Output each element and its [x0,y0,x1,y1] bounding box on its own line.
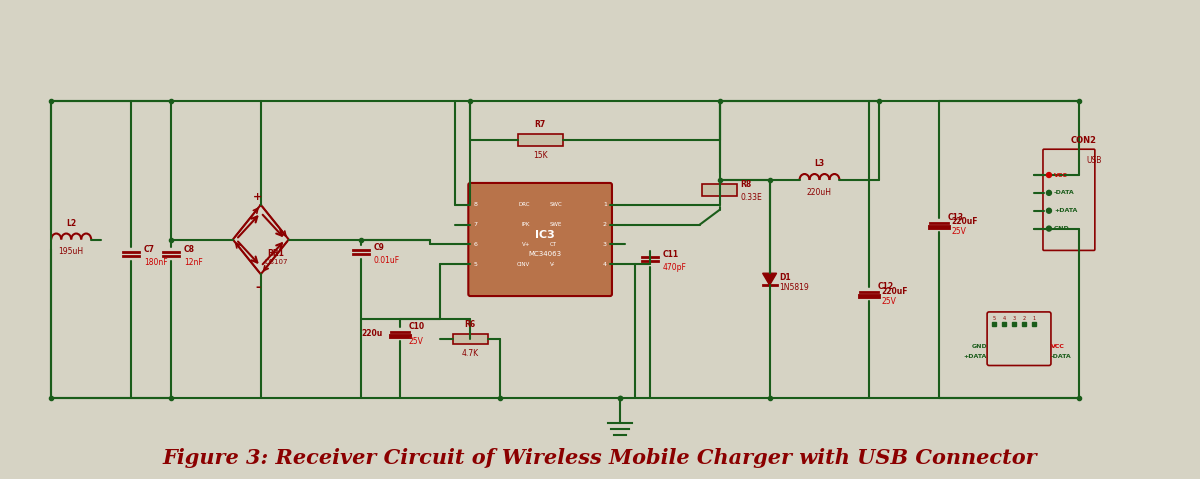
Text: CT: CT [550,242,557,247]
Text: DRC: DRC [518,202,530,207]
Text: 4.7K: 4.7K [462,349,479,358]
Text: 470pF: 470pF [662,263,686,272]
Text: USB: USB [1086,156,1102,165]
Text: DB107: DB107 [264,259,288,265]
Text: D1: D1 [780,273,791,282]
Text: 8: 8 [473,202,478,207]
Text: 220uF: 220uF [881,286,908,296]
Text: V-: V- [550,262,556,267]
Text: 25V: 25V [952,227,966,236]
Text: C9: C9 [373,243,384,252]
Text: 1: 1 [1032,316,1036,321]
Text: 6: 6 [473,242,478,247]
FancyBboxPatch shape [1043,149,1094,251]
Text: C7: C7 [144,245,155,254]
Text: VCC: VCC [1051,344,1064,349]
Text: 2: 2 [1022,316,1026,321]
Text: SWC: SWC [550,202,563,207]
Text: IC3: IC3 [535,229,556,240]
Text: CON2: CON2 [1070,136,1097,145]
Text: 25V: 25V [408,337,424,346]
Text: 5: 5 [992,316,996,321]
Text: L2: L2 [66,218,77,228]
Text: 195uH: 195uH [59,248,84,256]
Text: -: - [256,281,260,294]
Text: C13: C13 [947,213,964,222]
Text: +: + [253,192,263,202]
Text: 1: 1 [604,202,607,207]
Text: R6: R6 [464,320,476,329]
Text: -DATA: -DATA [1051,354,1072,359]
Text: 3: 3 [1013,316,1015,321]
Text: 180nF: 180nF [144,258,168,267]
Text: 220uF: 220uF [952,217,978,226]
Text: R7: R7 [534,120,546,129]
Text: CINV: CINV [517,262,530,267]
Text: 3: 3 [602,242,607,247]
Bar [517,134,563,146]
Text: +DATA: +DATA [964,354,988,359]
Text: C11: C11 [662,250,679,259]
Circle shape [1046,172,1051,178]
Text: L3: L3 [815,159,824,168]
Polygon shape [763,273,776,285]
Text: 5: 5 [473,262,478,267]
Text: GND: GND [1054,226,1069,231]
Text: 2: 2 [602,222,607,227]
FancyBboxPatch shape [468,183,612,296]
Text: C8: C8 [184,245,194,254]
Text: 7: 7 [473,222,478,227]
Circle shape [1046,208,1051,213]
Text: 15K: 15K [533,151,547,160]
Text: 4: 4 [602,262,607,267]
Text: 0.33E: 0.33E [740,194,762,202]
Text: SWE: SWE [550,222,563,227]
Text: 1N5819: 1N5819 [780,283,809,292]
Circle shape [1046,190,1051,195]
Text: GND: GND [971,344,988,349]
Text: V+: V+ [522,242,530,247]
Text: Figure 3: Receiver Circuit of Wireless Mobile Charger with USB Connector: Figure 3: Receiver Circuit of Wireless M… [163,448,1037,468]
Circle shape [1046,226,1051,231]
Text: C10: C10 [408,322,425,331]
Bar [702,184,737,196]
Text: +DATA: +DATA [1054,208,1078,213]
Text: 0.01uF: 0.01uF [373,256,400,265]
Text: 220uH: 220uH [806,188,832,197]
Text: 12nF: 12nF [184,258,203,267]
Text: IPK: IPK [522,222,530,227]
Text: VCC: VCC [1054,172,1068,178]
FancyBboxPatch shape [18,58,1182,451]
Text: 25V: 25V [881,297,896,306]
Text: MC34063: MC34063 [528,251,562,257]
FancyBboxPatch shape [988,312,1051,365]
Text: 220u: 220u [361,329,383,338]
Text: R8: R8 [740,181,751,189]
Bar [452,334,487,343]
Text: 4: 4 [1002,316,1006,321]
Text: C12: C12 [877,282,894,291]
Text: -DATA: -DATA [1054,190,1075,195]
Text: BR1: BR1 [268,250,284,259]
